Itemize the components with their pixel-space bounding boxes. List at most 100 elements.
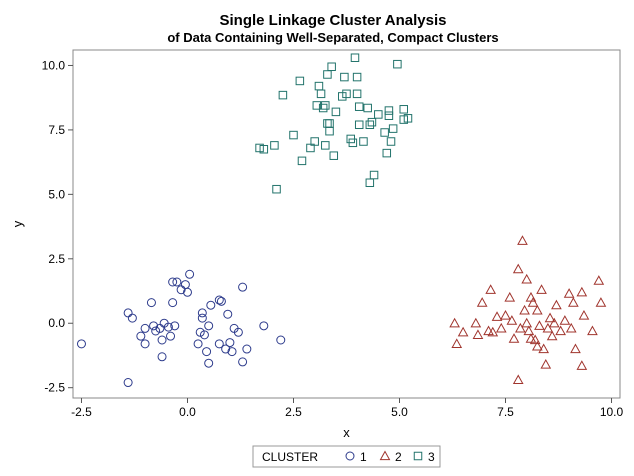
- cluster-3-point: [367, 117, 377, 127]
- cluster-1-point: [136, 331, 146, 341]
- cluster-2-point: [563, 288, 575, 298]
- cluster-1-point: [123, 378, 133, 388]
- y-tick-label: 5.0: [48, 187, 65, 201]
- x-tick-label: 5.0: [391, 405, 408, 419]
- y-tick-label: 7.5: [48, 123, 65, 137]
- cluster-2-point: [527, 297, 539, 307]
- cluster-3-point: [352, 89, 362, 99]
- cluster-3-point: [365, 120, 375, 130]
- cluster-3-point: [325, 119, 334, 128]
- cluster-1-point: [180, 280, 190, 290]
- cluster-1-point: [276, 335, 286, 345]
- cluster-3-point: [365, 178, 375, 188]
- cluster-1-point: [214, 295, 224, 305]
- legend-label-3: 3: [428, 450, 435, 464]
- cluster-3-point: [382, 148, 392, 158]
- cluster-2-point: [476, 297, 488, 307]
- legend-label-1: 1: [360, 450, 367, 464]
- cluster-3-point: [340, 72, 349, 82]
- cluster-2-point: [542, 322, 554, 333]
- y-axis-label: y: [10, 220, 25, 227]
- cluster-2-point: [593, 275, 605, 285]
- y-axis: -2.5 0.0 2.5 5.0 7.5 10.0: [42, 58, 73, 395]
- cluster-3-point: [350, 53, 360, 62]
- cluster-2-point: [508, 333, 520, 343]
- plot-area-frame: [72, 49, 621, 399]
- cluster-2-point: [491, 311, 503, 321]
- cluster-1-point: [197, 308, 207, 318]
- cluster-2-point: [531, 304, 543, 315]
- cluster-1-point: [221, 344, 231, 354]
- x-tick-label: 2.5: [285, 405, 302, 419]
- cluster-1-point: [199, 330, 209, 340]
- cluster-1-point: [238, 282, 248, 292]
- x-axis-label: x: [343, 425, 350, 440]
- cluster-1-point: [206, 300, 216, 310]
- cluster-3-point: [270, 141, 279, 150]
- x-tick-label: 7.5: [497, 405, 514, 419]
- cluster-1-point: [197, 313, 207, 323]
- cluster-1-point: [185, 269, 195, 279]
- cluster-2-point: [546, 330, 558, 341]
- legend: CLUSTER 1 2 3: [252, 445, 441, 468]
- chart-subtitle: of Data Containing Well-Separated, Compa…: [167, 30, 498, 45]
- cluster-2-point: [521, 317, 533, 328]
- cluster-3-point: [380, 128, 389, 137]
- cluster-1-point: [157, 352, 167, 362]
- cluster-1-point: [216, 296, 226, 306]
- data-points: [76, 53, 607, 388]
- cluster-1-point: [202, 347, 212, 357]
- cluster-1-point: [123, 308, 133, 318]
- cluster-3-point: [348, 138, 358, 148]
- cluster-2-point: [544, 312, 556, 323]
- cluster-1-point: [204, 321, 214, 331]
- cluster-2-point: [506, 315, 518, 325]
- cluster-2-point: [521, 273, 533, 284]
- cluster-1-point: [223, 309, 233, 319]
- cluster-2-point: [536, 284, 547, 294]
- cluster-3-point: [363, 103, 372, 113]
- cluster-2-point: [540, 358, 552, 369]
- cluster-3-point: [331, 107, 341, 117]
- cluster-2-point: [568, 297, 579, 307]
- cluster-3-point: [259, 144, 269, 154]
- cluster-3-point: [342, 89, 351, 99]
- cluster-3-point: [278, 90, 288, 100]
- cluster-2-point: [523, 325, 535, 336]
- cluster-2-point: [534, 320, 545, 330]
- cluster-2-point: [449, 317, 460, 328]
- x-tick-label: 10.0: [600, 405, 624, 419]
- cluster-2-point: [457, 326, 469, 337]
- cluster-3-point: [386, 137, 396, 146]
- cluster-2-point: [595, 297, 607, 307]
- cluster-3-point: [393, 59, 402, 69]
- cluster-1-point: [242, 344, 252, 354]
- legend-marker-1: [345, 451, 355, 461]
- cluster-1-point: [172, 277, 182, 287]
- cluster-2-point: [559, 315, 571, 325]
- cluster-1-point: [238, 357, 248, 367]
- cluster-2-point: [512, 263, 524, 274]
- cluster-3-point: [312, 101, 322, 110]
- cluster-3-point: [297, 156, 307, 166]
- chart-title: Single Linkage Cluster Analysis: [219, 12, 446, 29]
- cluster-3-point: [314, 81, 324, 91]
- cluster-2-point: [529, 334, 541, 345]
- cluster-2-point: [548, 317, 560, 328]
- cluster-3-point: [289, 130, 298, 140]
- cluster-1-point: [127, 313, 137, 323]
- cluster-3-point: [310, 137, 319, 146]
- cluster-3-point: [399, 105, 408, 114]
- cluster-1-point: [168, 298, 178, 308]
- cluster-2-point: [576, 360, 588, 370]
- cluster-2-point: [470, 317, 482, 328]
- cluster-1-point: [166, 331, 176, 341]
- cluster-1-point: [140, 339, 150, 349]
- cluster-1-point: [149, 321, 159, 331]
- y-tick-label: 0.0: [48, 316, 65, 330]
- cluster-1-point: [214, 339, 224, 349]
- cluster-3-point: [321, 101, 330, 110]
- cluster-1-point: [168, 277, 178, 287]
- cluster-3-point: [354, 120, 364, 130]
